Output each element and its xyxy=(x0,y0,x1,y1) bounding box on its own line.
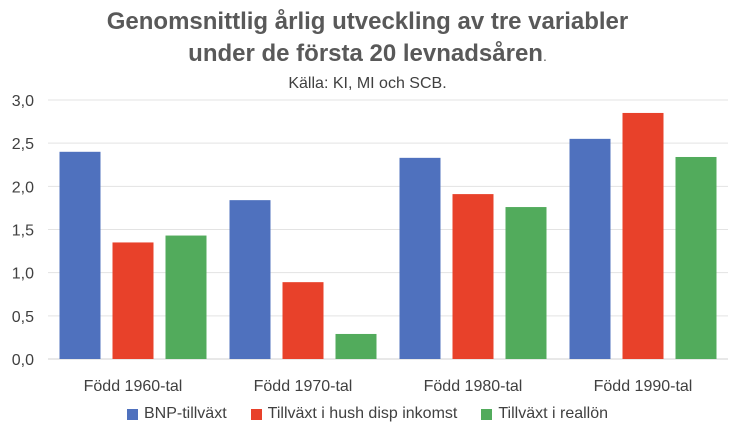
bar xyxy=(622,112,664,359)
chart-title-line2: under de första 20 levnadsåren. xyxy=(0,40,735,68)
bar xyxy=(399,157,441,359)
chart-subtitle: Källa: KI, MI och SCB. xyxy=(288,75,447,92)
bar xyxy=(59,151,101,359)
legend-swatch xyxy=(126,408,138,420)
y-tick-label: 0,0 xyxy=(12,352,34,369)
y-tick-label: 1,5 xyxy=(12,223,34,240)
bar xyxy=(675,156,717,359)
legend-item: Tillväxt i hush disp inkomst xyxy=(250,405,458,423)
legend-label: BNP-tillväxt xyxy=(143,405,227,422)
y-tick-label: 2,0 xyxy=(12,179,34,196)
x-tick-label: Född 1980-tal xyxy=(424,378,523,395)
y-tick-label: 2,5 xyxy=(12,136,34,153)
legend-swatch xyxy=(250,408,262,420)
bar xyxy=(165,235,207,359)
bar xyxy=(452,194,494,359)
legend-label: Tillväxt i reallön xyxy=(498,405,609,422)
legend-item: Tillväxt i reallön xyxy=(481,405,608,423)
legend-label: Tillväxt i hush disp inkomst xyxy=(267,405,458,422)
legend-swatch xyxy=(481,408,493,420)
bar xyxy=(282,282,324,359)
x-tick-label: Född 1990-tal xyxy=(594,378,693,395)
bar xyxy=(569,138,611,359)
bar xyxy=(505,207,547,359)
bar xyxy=(335,333,377,359)
title-suffix: . xyxy=(542,48,547,64)
y-tick-label: 0,5 xyxy=(12,309,34,326)
chart-title: Genomsnittlig årlig utveckling av tre va… xyxy=(106,8,629,35)
bar xyxy=(229,200,271,359)
legend: BNP-tillväxt Tillväxt i hush disp inkomst… xyxy=(0,405,735,423)
x-tick-label: Född 1960-tal xyxy=(84,378,183,395)
x-tick-label: Född 1970-tal xyxy=(254,378,353,395)
legend-item: BNP-tillväxt xyxy=(126,405,227,423)
bar xyxy=(112,242,154,359)
y-tick-label: 3,0 xyxy=(12,93,34,110)
title-line2-text: under de första 20 levnadsåren xyxy=(188,40,543,67)
y-tick-label: 1,0 xyxy=(12,266,34,283)
